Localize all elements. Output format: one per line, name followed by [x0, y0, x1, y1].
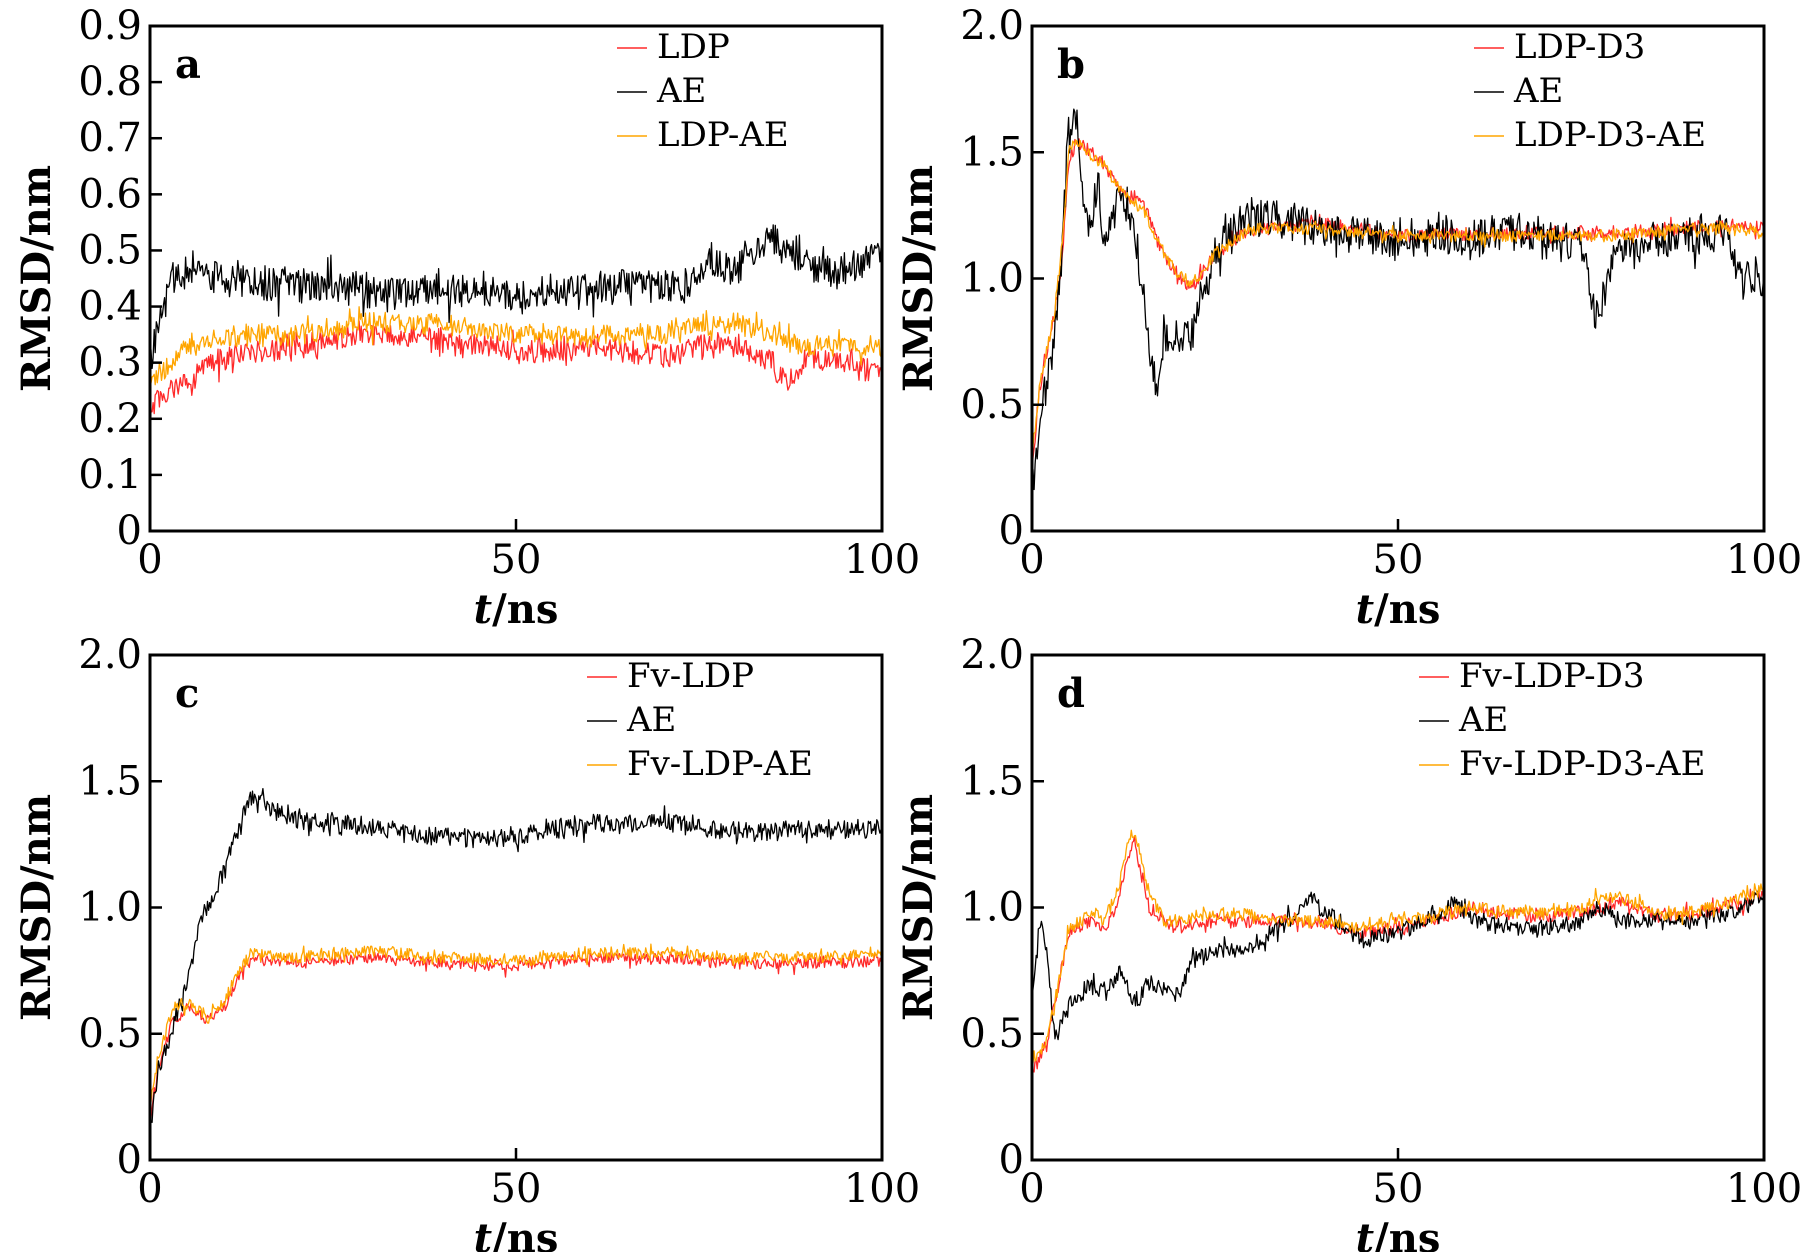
- y-tick-label: 0.8: [78, 59, 142, 105]
- chart-panel-b: 0 0.5 1.0 1.5 2.0 0 50 100 t/ns RMSD/nm b LDP-D3AEL…: [895, 3, 1802, 633]
- plot-frame: [1030, 24, 1766, 533]
- series-group: [1032, 829, 1764, 1073]
- panel-label: c: [175, 670, 199, 717]
- y-tick-label: 0.4: [78, 284, 142, 330]
- y-tick-label: 0: [999, 508, 1024, 554]
- x-axis-label: t/ns: [474, 586, 559, 633]
- series-line-ae: [1032, 108, 1764, 518]
- y-tick-label: 0: [117, 1137, 142, 1183]
- y-axis-label: RMSD/nm: [13, 794, 60, 1021]
- series-line-ldp-ae: [150, 306, 882, 386]
- legend-entry: Fv-LDP-D3: [1459, 656, 1645, 696]
- legend-entry: LDP-AE: [657, 115, 789, 155]
- series-group: [150, 224, 882, 415]
- y-tick-label: 0.6: [78, 171, 142, 217]
- plot-frame: [148, 653, 884, 1162]
- y-axis-label: RMSD/nm: [895, 165, 942, 392]
- x-tick-label: 100: [1726, 537, 1802, 583]
- chart-panel-c: 0 0.5 1.0 1.5 2.0 0 50 100 t/ns RMSD/nm c Fv-LDPAEF…: [13, 632, 920, 1252]
- series-line-fv-ldp: [150, 949, 882, 1124]
- series-line-fv-ldp-d3-ae: [1032, 829, 1764, 1064]
- y-tick-label: 0.5: [960, 1011, 1024, 1057]
- legend-entry: Fv-LDP-AE: [627, 744, 813, 784]
- y-tick-label: 0.5: [78, 227, 142, 273]
- legend-entry: LDP-D3-AE: [1514, 115, 1706, 155]
- y-tick-label: 1.5: [960, 758, 1024, 804]
- y-tick-label: 0.7: [78, 115, 142, 161]
- legend-entry: Fv-LDP-D3-AE: [1459, 744, 1705, 784]
- series-line-fv-ldp-d3: [1032, 835, 1764, 1073]
- y-tick-label: 1.5: [960, 129, 1024, 175]
- y-tick-label: 1.0: [78, 885, 142, 931]
- legend-entry: AE: [656, 71, 706, 111]
- y-axis-label: RMSD/nm: [895, 794, 942, 1021]
- panel-label: b: [1057, 41, 1085, 88]
- x-axis-label: t/ns: [1356, 586, 1441, 633]
- series-group: [150, 787, 882, 1133]
- chart-panel-d: 0 0.5 1.0 1.5 2.0 0 50 100 t/ns RMSD/nm d Fv-LDP-D3…: [895, 632, 1802, 1252]
- legend-entry: LDP-D3: [1514, 27, 1645, 67]
- legend-entry: AE: [626, 700, 676, 740]
- y-tick-label: 1.0: [960, 885, 1024, 931]
- y-tick-label: 0.5: [78, 1011, 142, 1057]
- x-tick-label: 0: [1019, 1166, 1044, 1212]
- y-tick-label: 0.9: [78, 3, 142, 49]
- series-line-ae: [150, 224, 882, 370]
- series-line-fv-ldp-ae: [150, 943, 882, 1109]
- legend-entry: LDP: [657, 27, 730, 67]
- x-tick-label: 0: [1019, 537, 1044, 583]
- y-axis-label: RMSD/nm: [13, 165, 60, 392]
- y-tick-label: 0.3: [78, 340, 142, 386]
- x-tick-label: 100: [844, 1166, 920, 1212]
- y-tick-label: 1.5: [78, 758, 142, 804]
- y-tick-label: 0: [117, 508, 142, 554]
- x-tick-label: 100: [1726, 1166, 1802, 1212]
- y-tick-label: 2.0: [960, 632, 1024, 678]
- panel-label: d: [1057, 670, 1085, 717]
- legend-entry: AE: [1458, 700, 1508, 740]
- y-tick-label: 2.0: [960, 3, 1024, 49]
- series-line-ldp: [150, 320, 882, 415]
- x-tick-label: 50: [1373, 1166, 1424, 1212]
- y-tick-label: 0.5: [960, 382, 1024, 428]
- plot-frame: [1030, 653, 1766, 1162]
- y-tick-label: 2.0: [78, 632, 142, 678]
- series-line-ae: [150, 787, 882, 1133]
- series-line-ldp-d3-ae: [1032, 139, 1764, 461]
- x-axis-label: t/ns: [1356, 1215, 1441, 1252]
- x-tick-label: 100: [844, 537, 920, 583]
- y-tick-label: 1.0: [960, 256, 1024, 302]
- x-tick-label: 50: [1373, 537, 1424, 583]
- legend-entry: Fv-LDP: [627, 656, 754, 696]
- panel-label: a: [175, 41, 201, 88]
- y-tick-label: 0: [999, 1137, 1024, 1183]
- x-axis-label: t/ns: [474, 1215, 559, 1252]
- x-tick-label: 0: [137, 537, 162, 583]
- y-tick-label: 0.2: [78, 396, 142, 442]
- series-line-ae: [1032, 885, 1764, 1041]
- x-tick-label: 50: [491, 1166, 542, 1212]
- y-tick-label: 0.1: [78, 452, 142, 498]
- legend-entry: AE: [1513, 71, 1563, 111]
- chart-panel-a: 0 0.1 0.2 0.3 0.4 0.5 0.6 0.7 0.8 0.9 0 50 100 t/ns RM…: [13, 3, 920, 633]
- series-group: [1032, 108, 1764, 518]
- series-line-ldp-d3: [1032, 138, 1764, 474]
- x-tick-label: 50: [491, 537, 542, 583]
- x-tick-label: 0: [137, 1166, 162, 1212]
